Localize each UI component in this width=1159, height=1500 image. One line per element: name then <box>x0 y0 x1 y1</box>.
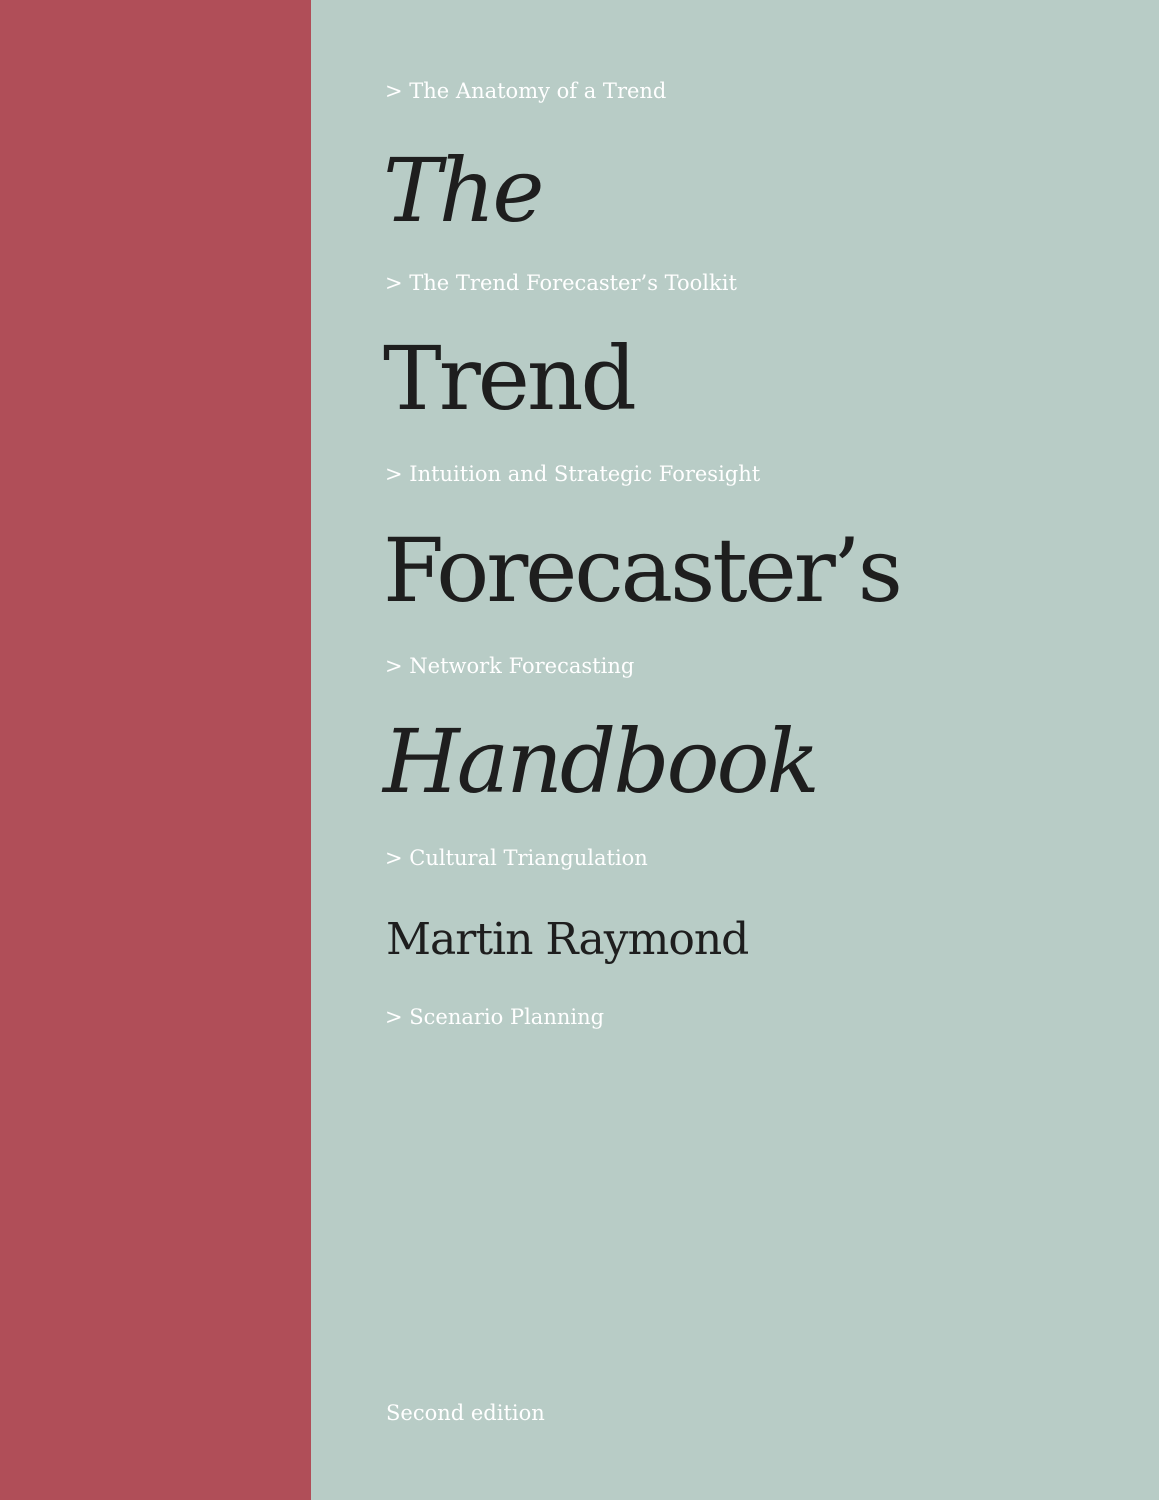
edition-label: Second edition <box>386 1401 545 1425</box>
cover-panel <box>311 0 1159 1500</box>
title-line-the: The <box>383 139 544 242</box>
topic-network-forecasting: > Network Forecasting <box>385 654 635 678</box>
cover-color-band <box>0 0 311 1500</box>
topic-anatomy-of-a-trend: > The Anatomy of a Trend <box>385 79 667 103</box>
topic-forecasters-toolkit: > The Trend Forecaster’s Toolkit <box>385 271 737 295</box>
title-line-handbook: Handbook <box>383 710 820 813</box>
topic-cultural-triangulation: > Cultural Triangulation <box>385 846 648 870</box>
title-line-forecasters: Forecaster’s <box>383 519 903 622</box>
topic-intuition-strategic-foresight: > Intuition and Strategic Foresight <box>385 462 761 486</box>
topic-scenario-planning: > Scenario Planning <box>385 1005 605 1029</box>
title-line-trend: Trend <box>383 327 637 430</box>
author-name: Martin Raymond <box>386 914 749 965</box>
